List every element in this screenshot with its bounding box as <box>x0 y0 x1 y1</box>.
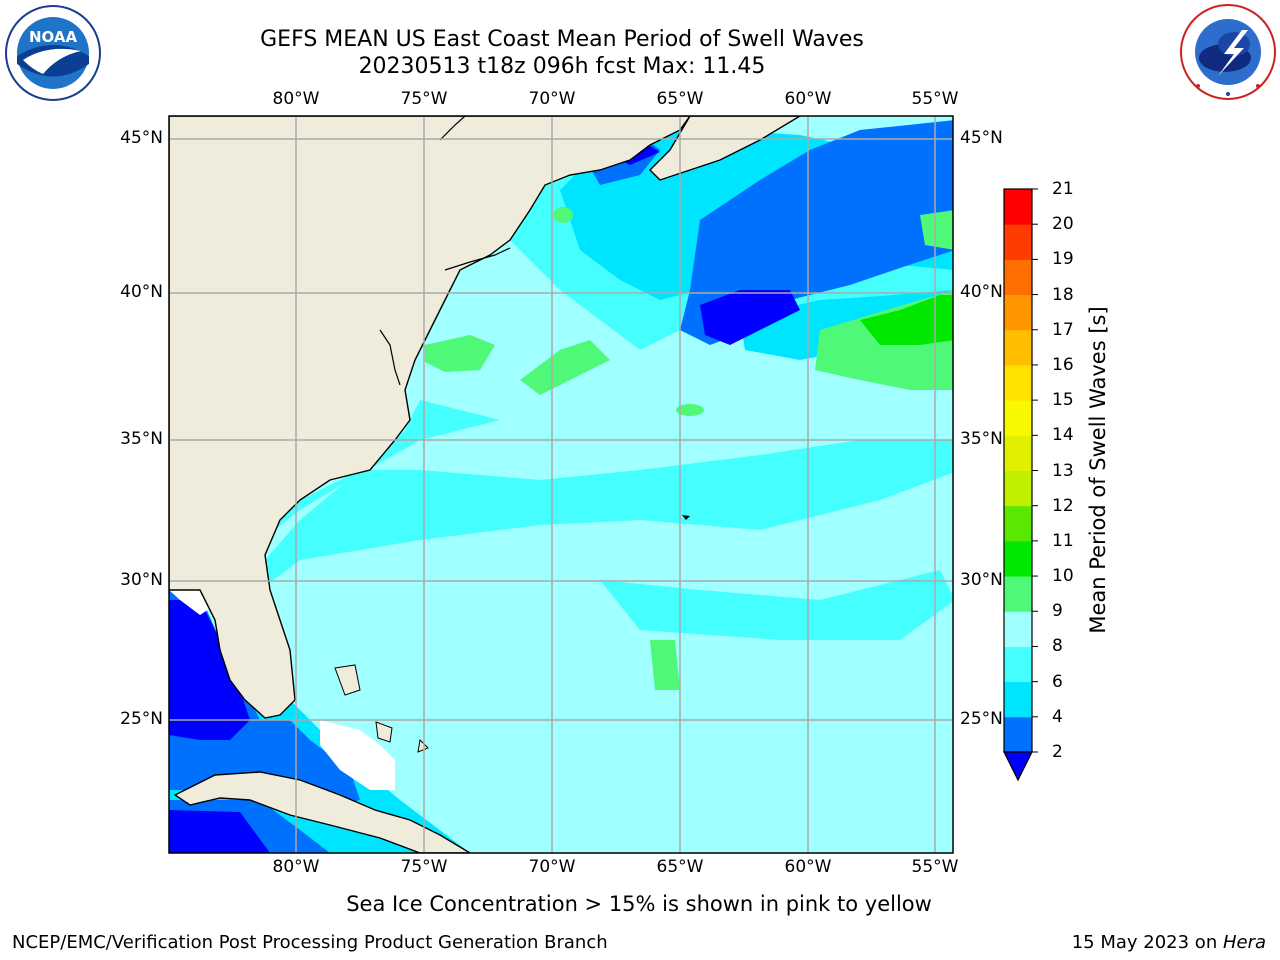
period-9-10-patch <box>676 404 704 416</box>
colorbar-tick-label: 6 <box>1052 671 1063 692</box>
colorbar-tick-label: 10 <box>1052 566 1074 587</box>
colorbar-band <box>1004 329 1032 366</box>
lat-label-left: 30°N <box>120 570 163 590</box>
colorbar-band <box>1004 505 1032 542</box>
lat-label-right: 25°N <box>960 709 1003 729</box>
colorbar-band <box>1004 470 1032 507</box>
colorbar-band <box>1004 400 1032 436</box>
colorbar-tick-label: 4 <box>1052 706 1063 727</box>
colorbar-band <box>1004 435 1032 471</box>
sea-ice-note: Sea Ice Concentration > 15% is shown in … <box>0 891 1280 917</box>
footer-date-text: 15 May 2023 on <box>1071 932 1223 953</box>
period-6-8-mid <box>600 570 953 640</box>
colorbar-tick-label: 12 <box>1052 495 1074 516</box>
lat-label-left: 35°N <box>120 429 163 449</box>
colorbar-band <box>1004 540 1032 577</box>
colorbar-band <box>1004 189 1032 225</box>
period-10-11-east <box>860 295 953 345</box>
colorbar-band <box>1004 364 1032 401</box>
land-bahamas-island <box>375 721 393 743</box>
colorbar-band <box>1004 681 1032 718</box>
missing-data-bahamas <box>320 720 395 790</box>
land-nova-scotia <box>649 116 802 181</box>
lon-label-bottom: 80°W <box>272 857 320 877</box>
colorbar-tick-label: 15 <box>1052 390 1074 411</box>
lon-label-bottom: 70°W <box>528 857 576 877</box>
colorbar-extend-arrow <box>1003 751 1033 782</box>
land-us-east-coast <box>169 116 691 719</box>
colorbar-tick-label: 14 <box>1052 425 1074 446</box>
noaa-logo: NOAA <box>5 5 101 101</box>
coastline-detail <box>439 116 466 141</box>
period-9-10-patch <box>425 335 495 372</box>
colorbar-band <box>1004 716 1032 753</box>
coastline-chesapeake <box>379 329 401 386</box>
lon-label-top: 70°W <box>528 89 576 109</box>
lon-label-bottom: 55°W <box>911 857 959 877</box>
map-title: GEFS MEAN US East Coast Mean Period of S… <box>260 27 864 52</box>
colorbar-tick-label: 9 <box>1052 601 1063 622</box>
colorbar-band <box>1004 294 1032 331</box>
colorbar-band <box>1004 611 1032 647</box>
colorbar-band <box>1004 259 1032 296</box>
footer-branch: NCEP/EMC/Verification Post Processing Pr… <box>12 932 608 953</box>
nws-logo <box>1180 4 1276 100</box>
lon-label-top: 65°W <box>656 89 704 109</box>
lat-label-right: 35°N <box>960 429 1003 449</box>
period-9-10-patch <box>553 207 573 223</box>
map-frame <box>168 115 954 854</box>
swell-period-field <box>169 116 953 853</box>
lat-label-left: 40°N <box>120 282 163 302</box>
graticule <box>169 116 953 853</box>
lon-label-top: 75°W <box>400 89 448 109</box>
lat-label-right: 45°N <box>960 128 1003 148</box>
colorbar-tick-label: 13 <box>1052 460 1074 481</box>
colorbar-tick-label: 18 <box>1052 284 1074 305</box>
map-subtitle: 20230513 t18z 096h fcst Max: 11.45 <box>358 54 766 79</box>
land-bahamas-island <box>334 664 361 696</box>
lat-label-right: 40°N <box>960 282 1003 302</box>
lat-label-right: 30°N <box>960 570 1003 590</box>
noaa-logo-text: NOAA <box>29 28 78 46</box>
sea-ice-note-text: Sea Ice Concentration > 15% is shown in … <box>346 892 932 916</box>
lon-label-top: 55°W <box>911 89 959 109</box>
period-6-8-coastal <box>255 400 500 545</box>
lon-label-top: 60°W <box>784 89 832 109</box>
lon-label-top: 80°W <box>272 89 320 109</box>
colorbar-title: Mean Period of Swell Waves [s] <box>1086 306 1110 634</box>
colorbar-tick-label: 17 <box>1052 319 1074 340</box>
period-9-10-patch <box>650 640 680 690</box>
colorbar-band <box>1004 576 1032 612</box>
lon-label-bottom: 65°W <box>656 857 704 877</box>
period-6-8-band-south <box>260 440 953 590</box>
lat-label-left: 25°N <box>120 709 163 729</box>
land-bermuda <box>682 515 690 520</box>
colorbar-tick-label: 20 <box>1052 214 1074 235</box>
coastline-long-island <box>444 247 511 271</box>
colorbar-band <box>1004 646 1032 683</box>
period-under-2-caribbean <box>169 810 270 853</box>
lon-label-bottom: 60°W <box>784 857 832 877</box>
period-2-4-north <box>680 120 953 345</box>
colorbar-tick-label: 21 <box>1052 179 1074 199</box>
footer-host: Hera <box>1222 932 1266 953</box>
colorbar-tick-label: 2 <box>1052 742 1063 762</box>
period-under-2-gulf <box>169 600 250 740</box>
lon-label-bottom: 75°W <box>400 857 448 877</box>
period-9-10-patch <box>920 210 953 250</box>
period-9-10-patch <box>520 340 610 395</box>
colorbar-tick-label: 16 <box>1052 354 1074 375</box>
footer-date: 15 May 2023 on Hera <box>1072 932 1266 954</box>
colorbar-tick-label: 8 <box>1052 636 1063 657</box>
period-under-2-east <box>700 290 800 345</box>
lat-label-left: 45°N <box>120 128 163 148</box>
land-cuba <box>173 771 472 853</box>
colorbar <box>1003 188 1038 782</box>
colorbar-tick-label: 11 <box>1052 530 1074 551</box>
colorbar-band <box>1004 224 1032 260</box>
colorbar-tick-label: 19 <box>1052 249 1074 270</box>
